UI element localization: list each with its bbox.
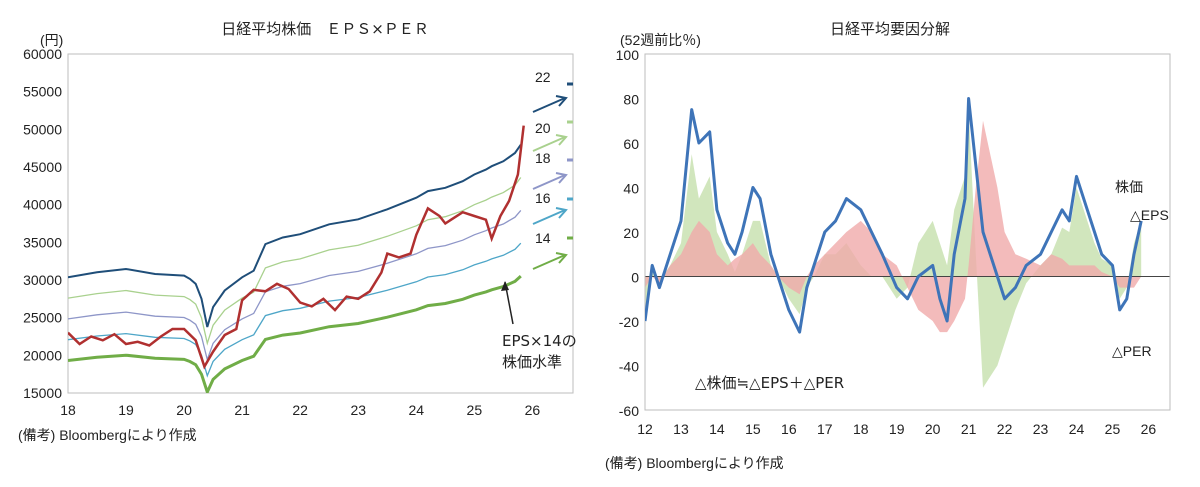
- right-x-tick: 20: [925, 421, 941, 437]
- factor-decomposition-chart: 日経平均要因分解 (52週前比％) 100806040200-20-40-60 …: [605, 20, 1171, 471]
- left-y-tick: 30000: [23, 272, 62, 288]
- left-x-tick: 24: [408, 402, 424, 418]
- left-x-tick: 19: [118, 402, 134, 418]
- right-y-unit-label: (52週前比％): [620, 32, 701, 48]
- right-x-tick: 17: [817, 421, 833, 437]
- right-source-note: (備考) Bloombergにより作成: [605, 455, 784, 471]
- label-20: 20: [535, 120, 551, 136]
- left-multiplier-labels: 22 20 18 16 14: [532, 69, 573, 270]
- left-x-tick: 21: [234, 402, 250, 418]
- line-per16: [68, 242, 522, 378]
- right-y-tick: 60: [623, 136, 639, 152]
- label-18-arrow: [532, 172, 568, 190]
- label-18: 18: [535, 150, 551, 166]
- right-y-tick: -60: [619, 403, 639, 419]
- left-y-tick: 55000: [23, 84, 62, 100]
- left-y-tick: 50000: [23, 121, 62, 137]
- left-y-unit-label: (円): [40, 32, 63, 48]
- label-14: 14: [535, 230, 551, 246]
- left-y-tick: 35000: [23, 234, 62, 250]
- label-22: 22: [535, 69, 551, 85]
- right-x-tick: 19: [889, 421, 905, 437]
- left-y-tick: 40000: [23, 197, 62, 213]
- right-y-tick: 20: [623, 225, 639, 241]
- left-y-tick: 60000: [23, 46, 62, 62]
- area-delta-per: [645, 109, 1142, 388]
- left-series-lines: [68, 125, 525, 393]
- right-x-tick: 22: [997, 421, 1013, 437]
- right-price-line: [645, 97, 1143, 334]
- right-x-tick: 16: [781, 421, 797, 437]
- label-14-arrow: [532, 252, 568, 270]
- legend-per: △PER: [1112, 343, 1152, 359]
- legend-eps: △EPS: [1130, 207, 1169, 223]
- right-x-tick: 18: [853, 421, 869, 437]
- left-x-axis: 18 19 20 21 22 23 24 25 26: [60, 402, 540, 418]
- formula-note: △株価≒△EPS＋△PER: [695, 374, 844, 392]
- right-y-tick: 0: [631, 270, 639, 286]
- right-x-tick: 25: [1105, 421, 1121, 437]
- right-x-tick: 15: [745, 421, 761, 437]
- right-y-tick: -20: [619, 314, 639, 330]
- line-nikkei-price: [68, 125, 525, 370]
- label-20-arrow: [532, 134, 568, 152]
- label-22-arrow: [532, 95, 568, 113]
- right-x-tick: 24: [1069, 421, 1085, 437]
- left-plot-frame: [67, 53, 574, 394]
- right-x-tick: 12: [637, 421, 653, 437]
- right-y-axis: 100 80 60 40 20 0 -20 -40 -60: [616, 47, 640, 419]
- annotation-arrowhead: [501, 281, 509, 291]
- right-y-tick: 80: [623, 92, 639, 108]
- left-x-tick: 23: [350, 402, 366, 418]
- line-per20: [68, 177, 522, 346]
- line-price-change: [645, 97, 1143, 334]
- left-y-tick: 20000: [23, 347, 62, 363]
- annotation-line2: 株価水準: [502, 353, 562, 371]
- left-y-tick: 45000: [23, 159, 62, 175]
- eps-per-chart: 日経平均株価 ＥＰＳ×ＰＥＲ (円) 60000 55000 50000 45000 4…: [18, 20, 577, 443]
- right-x-tick: 13: [673, 421, 689, 437]
- right-y-tick: 40: [623, 181, 639, 197]
- line-per18: [68, 209, 522, 362]
- label-16-arrow: [532, 207, 568, 225]
- right-x-axis: 12 13 14 15 16 17 18 19 20 21 22 23 24 25 26: [637, 421, 1156, 437]
- legend-price: 株価: [1115, 179, 1143, 195]
- left-x-tick: 26: [525, 402, 541, 418]
- left-y-axis: 60000 55000 50000 45000 40000 35000 30000 25000…: [23, 46, 62, 401]
- right-x-tick: 26: [1141, 421, 1157, 437]
- left-source-note: (備考) Bloombergにより作成: [18, 427, 197, 443]
- eps14-annotation: EPS×14の 株価水準: [501, 281, 577, 371]
- right-y-tick: 100: [616, 47, 640, 63]
- line-per14: [68, 274, 522, 393]
- right-plot-frame: [644, 53, 1171, 411]
- left-x-tick: 20: [176, 402, 192, 418]
- label-16: 16: [535, 190, 551, 206]
- left-y-tick: 15000: [23, 385, 62, 401]
- right-chart-title: 日経平均要因分解: [830, 20, 950, 38]
- area-delta-eps: [645, 120, 1142, 333]
- line-per22: [68, 144, 522, 328]
- right-x-tick: 23: [1033, 421, 1049, 437]
- left-x-tick: 22: [292, 402, 308, 418]
- right-y-tick: -40: [619, 359, 639, 375]
- right-area-series: [645, 109, 1170, 388]
- right-x-tick: 14: [709, 421, 725, 437]
- left-x-tick: 18: [60, 402, 76, 418]
- left-x-tick: 25: [467, 402, 483, 418]
- right-x-tick: 21: [961, 421, 977, 437]
- left-chart-title: 日経平均株価 ＥＰＳ×ＰＥＲ: [221, 20, 429, 38]
- annotation-line1: EPS×14の: [502, 332, 577, 350]
- left-y-tick: 25000: [23, 310, 62, 326]
